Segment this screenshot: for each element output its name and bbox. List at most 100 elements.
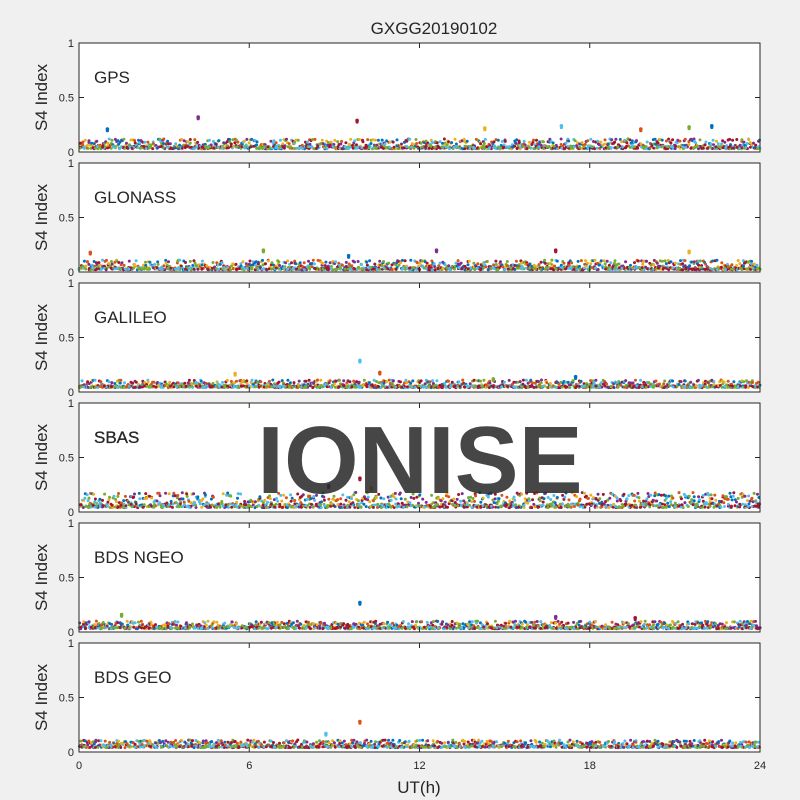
data-point	[286, 378, 290, 382]
data-point	[703, 143, 707, 147]
data-point	[98, 263, 102, 267]
data-point	[615, 499, 619, 503]
data-point	[742, 380, 746, 384]
data-point	[731, 384, 734, 388]
data-point	[499, 260, 502, 264]
data-point	[500, 385, 503, 389]
data-point	[282, 266, 286, 270]
data-point	[355, 146, 359, 150]
data-point	[714, 145, 718, 149]
data-point	[220, 261, 224, 265]
data-point	[122, 137, 126, 141]
data-point	[732, 146, 735, 150]
data-point	[664, 496, 668, 500]
data-point	[689, 380, 693, 384]
data-point	[666, 258, 670, 262]
data-point	[721, 139, 725, 143]
data-point	[103, 145, 107, 149]
data-point	[317, 385, 321, 389]
data-point	[293, 259, 297, 263]
data-point	[427, 266, 431, 270]
data-point	[578, 267, 582, 270]
data-point	[740, 268, 744, 271]
data-point	[161, 142, 165, 145]
data-point	[663, 259, 667, 263]
data-point	[624, 260, 628, 264]
data-point	[513, 144, 517, 148]
data-point	[220, 385, 224, 389]
data-point	[596, 139, 600, 143]
data-point	[477, 384, 481, 388]
data-point	[669, 500, 673, 504]
data-point	[192, 267, 196, 271]
data-point	[692, 137, 696, 141]
data-point	[550, 258, 554, 262]
data-point	[294, 262, 298, 266]
data-point	[492, 140, 496, 144]
data-point	[166, 139, 170, 143]
data-point	[466, 385, 470, 389]
data-point	[188, 141, 192, 145]
data-point	[738, 262, 742, 266]
data-point	[526, 385, 530, 389]
data-point	[421, 264, 425, 268]
data-point	[579, 379, 583, 383]
data-point	[688, 385, 692, 388]
data-point	[228, 138, 232, 141]
data-point	[633, 261, 636, 265]
data-point	[417, 384, 421, 388]
data-point	[307, 145, 311, 149]
data-point	[184, 261, 187, 264]
data-point	[457, 380, 461, 384]
data-point	[528, 266, 531, 270]
data-point	[617, 262, 621, 266]
data-point	[134, 386, 137, 389]
data-point	[222, 266, 226, 269]
data-point	[98, 497, 102, 501]
data-point	[86, 147, 90, 150]
data-point	[95, 267, 99, 271]
data-point	[671, 266, 675, 270]
data-point	[82, 385, 86, 389]
data-point	[398, 380, 402, 384]
data-point	[516, 146, 519, 150]
data-point	[116, 139, 120, 143]
data-point	[654, 142, 658, 146]
data-point	[706, 146, 709, 150]
data-point	[138, 266, 142, 270]
data-point	[259, 380, 263, 384]
data-point	[164, 491, 168, 495]
data-point	[109, 266, 113, 270]
data-point	[118, 140, 122, 144]
data-point	[636, 259, 640, 263]
data-point	[99, 267, 103, 270]
data-point	[290, 261, 293, 265]
data-point	[357, 266, 361, 269]
data-point	[604, 267, 607, 271]
data-point	[400, 385, 404, 389]
data-point	[589, 262, 593, 266]
data-point	[352, 384, 356, 388]
data-point	[367, 146, 371, 150]
data-point	[298, 261, 302, 265]
data-point	[545, 266, 549, 270]
data-point	[353, 260, 356, 264]
data-point	[529, 378, 533, 382]
data-point	[724, 146, 728, 149]
data-point-spike	[347, 255, 351, 259]
data-point	[169, 146, 173, 150]
data-point	[503, 139, 507, 143]
data-point	[613, 259, 617, 263]
data-point	[225, 146, 229, 150]
data-point	[530, 384, 534, 388]
data-point	[128, 145, 132, 149]
data-point	[420, 259, 424, 263]
data-point	[720, 142, 723, 146]
data-point	[285, 137, 288, 141]
data-point	[229, 494, 233, 498]
data-point	[571, 379, 575, 383]
data-point	[365, 145, 369, 149]
data-point	[144, 263, 148, 267]
data-point	[589, 137, 593, 141]
data-point	[752, 491, 756, 495]
